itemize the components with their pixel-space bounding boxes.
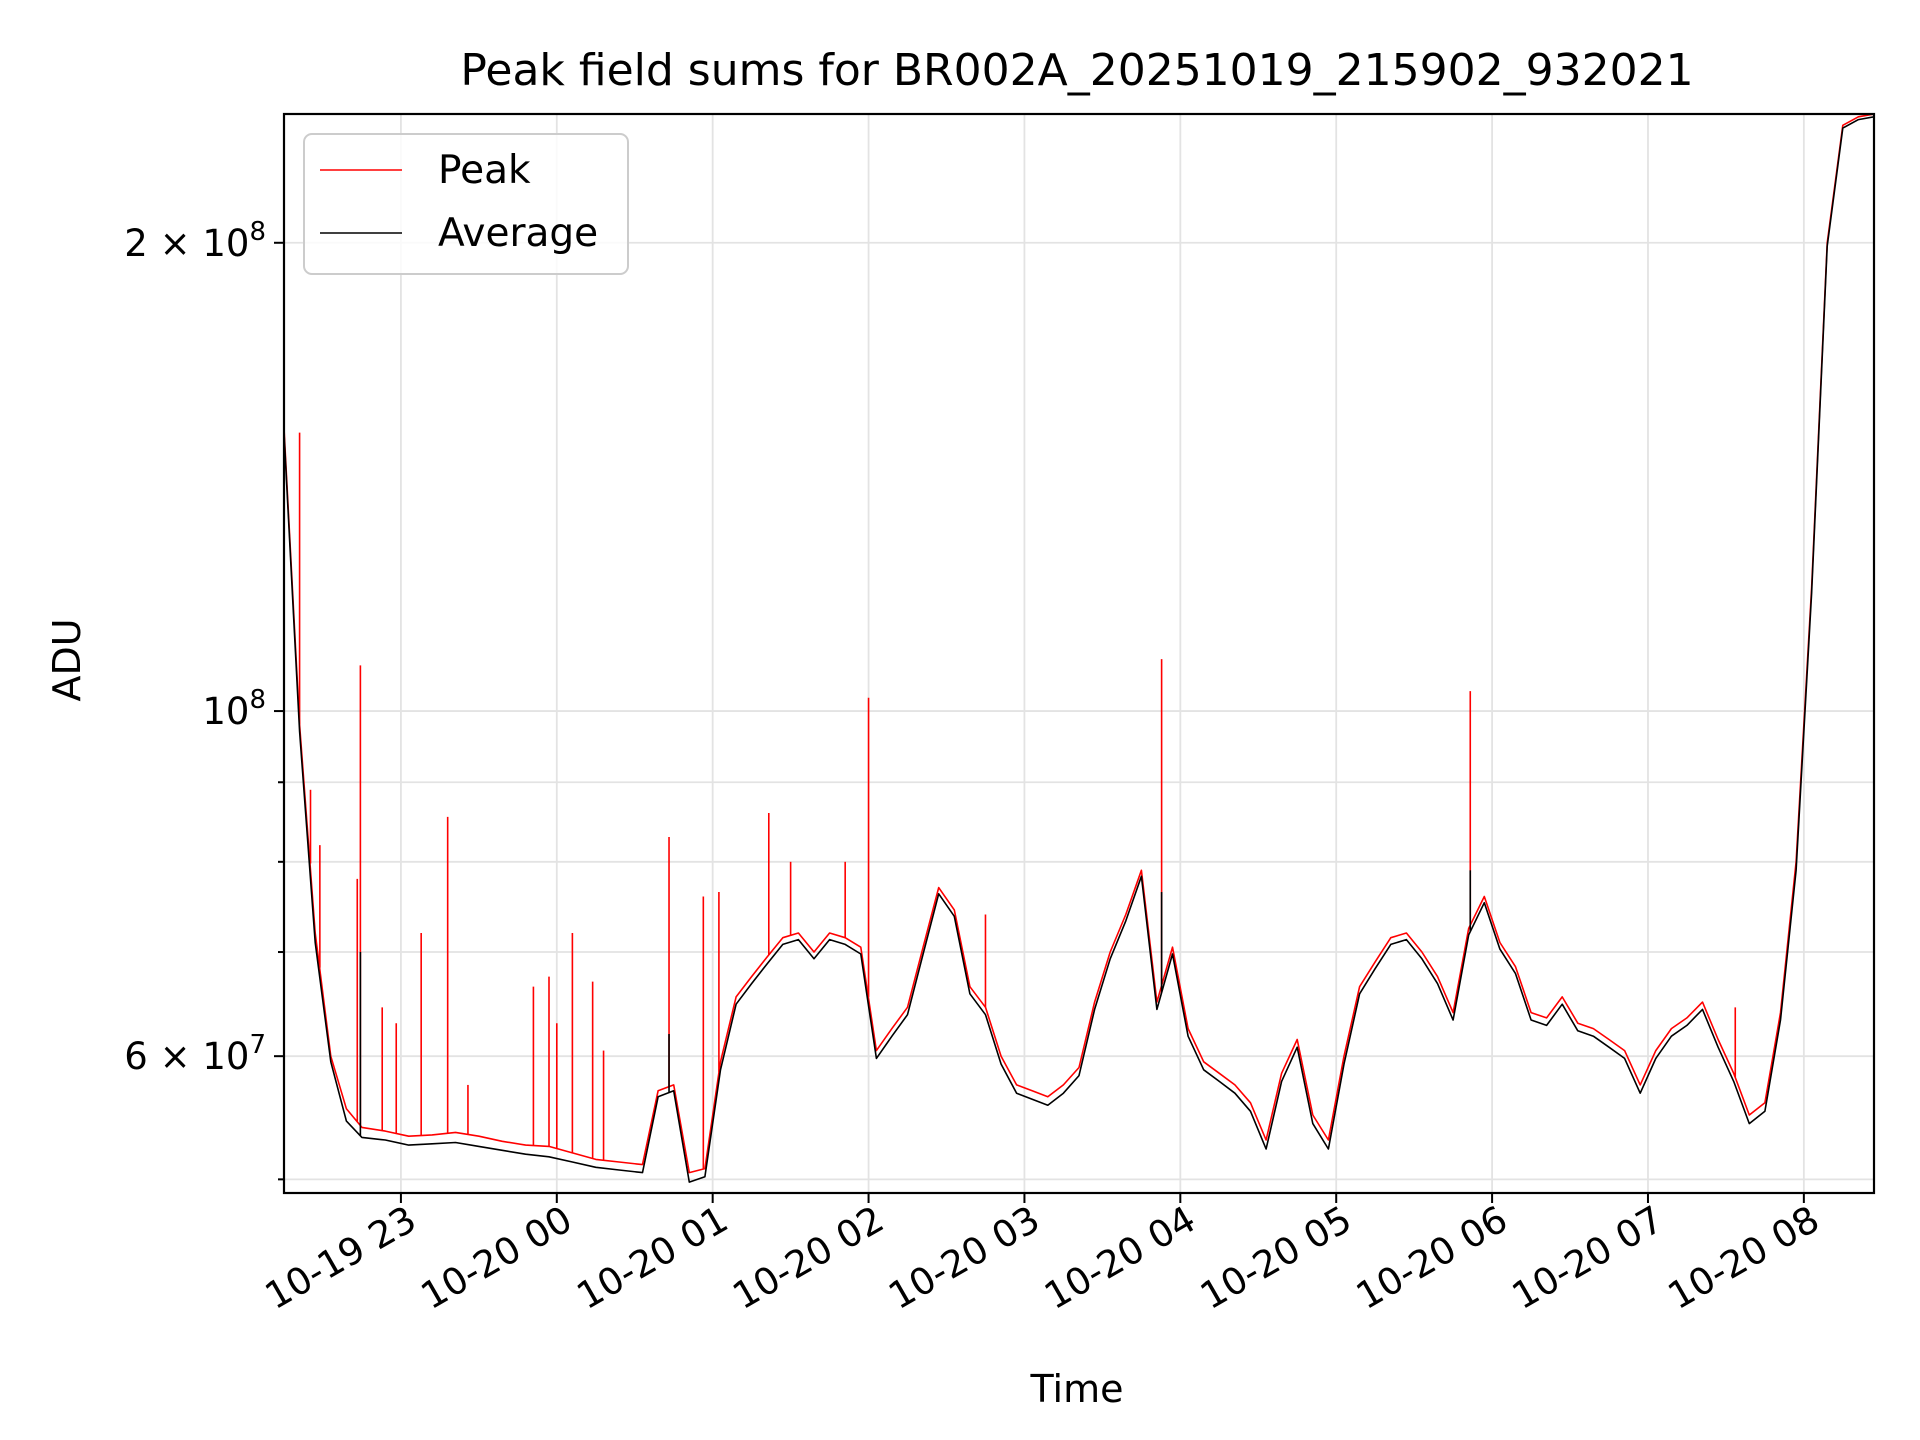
- y-tick-label: 2 × 108: [124, 217, 266, 265]
- chart-title: Peak field sums for BR002A_20251019_2159…: [460, 45, 1693, 96]
- peak-series-line: [284, 114, 1874, 1174]
- grid: [284, 114, 1874, 1193]
- plot-area: [284, 114, 1874, 1183]
- legend-box: [303, 133, 629, 275]
- average-series-line: [284, 116, 1874, 1183]
- y-tick-label: 6 × 107: [124, 1030, 266, 1078]
- y-tick-label: 108: [202, 685, 266, 733]
- x-axis-label: Time: [1030, 1367, 1124, 1411]
- legend-peak-label: Peak: [438, 148, 531, 193]
- y-axis: 6 × 107 108 2 × 108: [124, 217, 284, 1181]
- y-axis-label: ADU: [45, 618, 89, 701]
- legend: Peak Average: [303, 133, 629, 275]
- legend-average-label: Average: [438, 211, 598, 256]
- axes-frame: [282, 112, 1876, 1195]
